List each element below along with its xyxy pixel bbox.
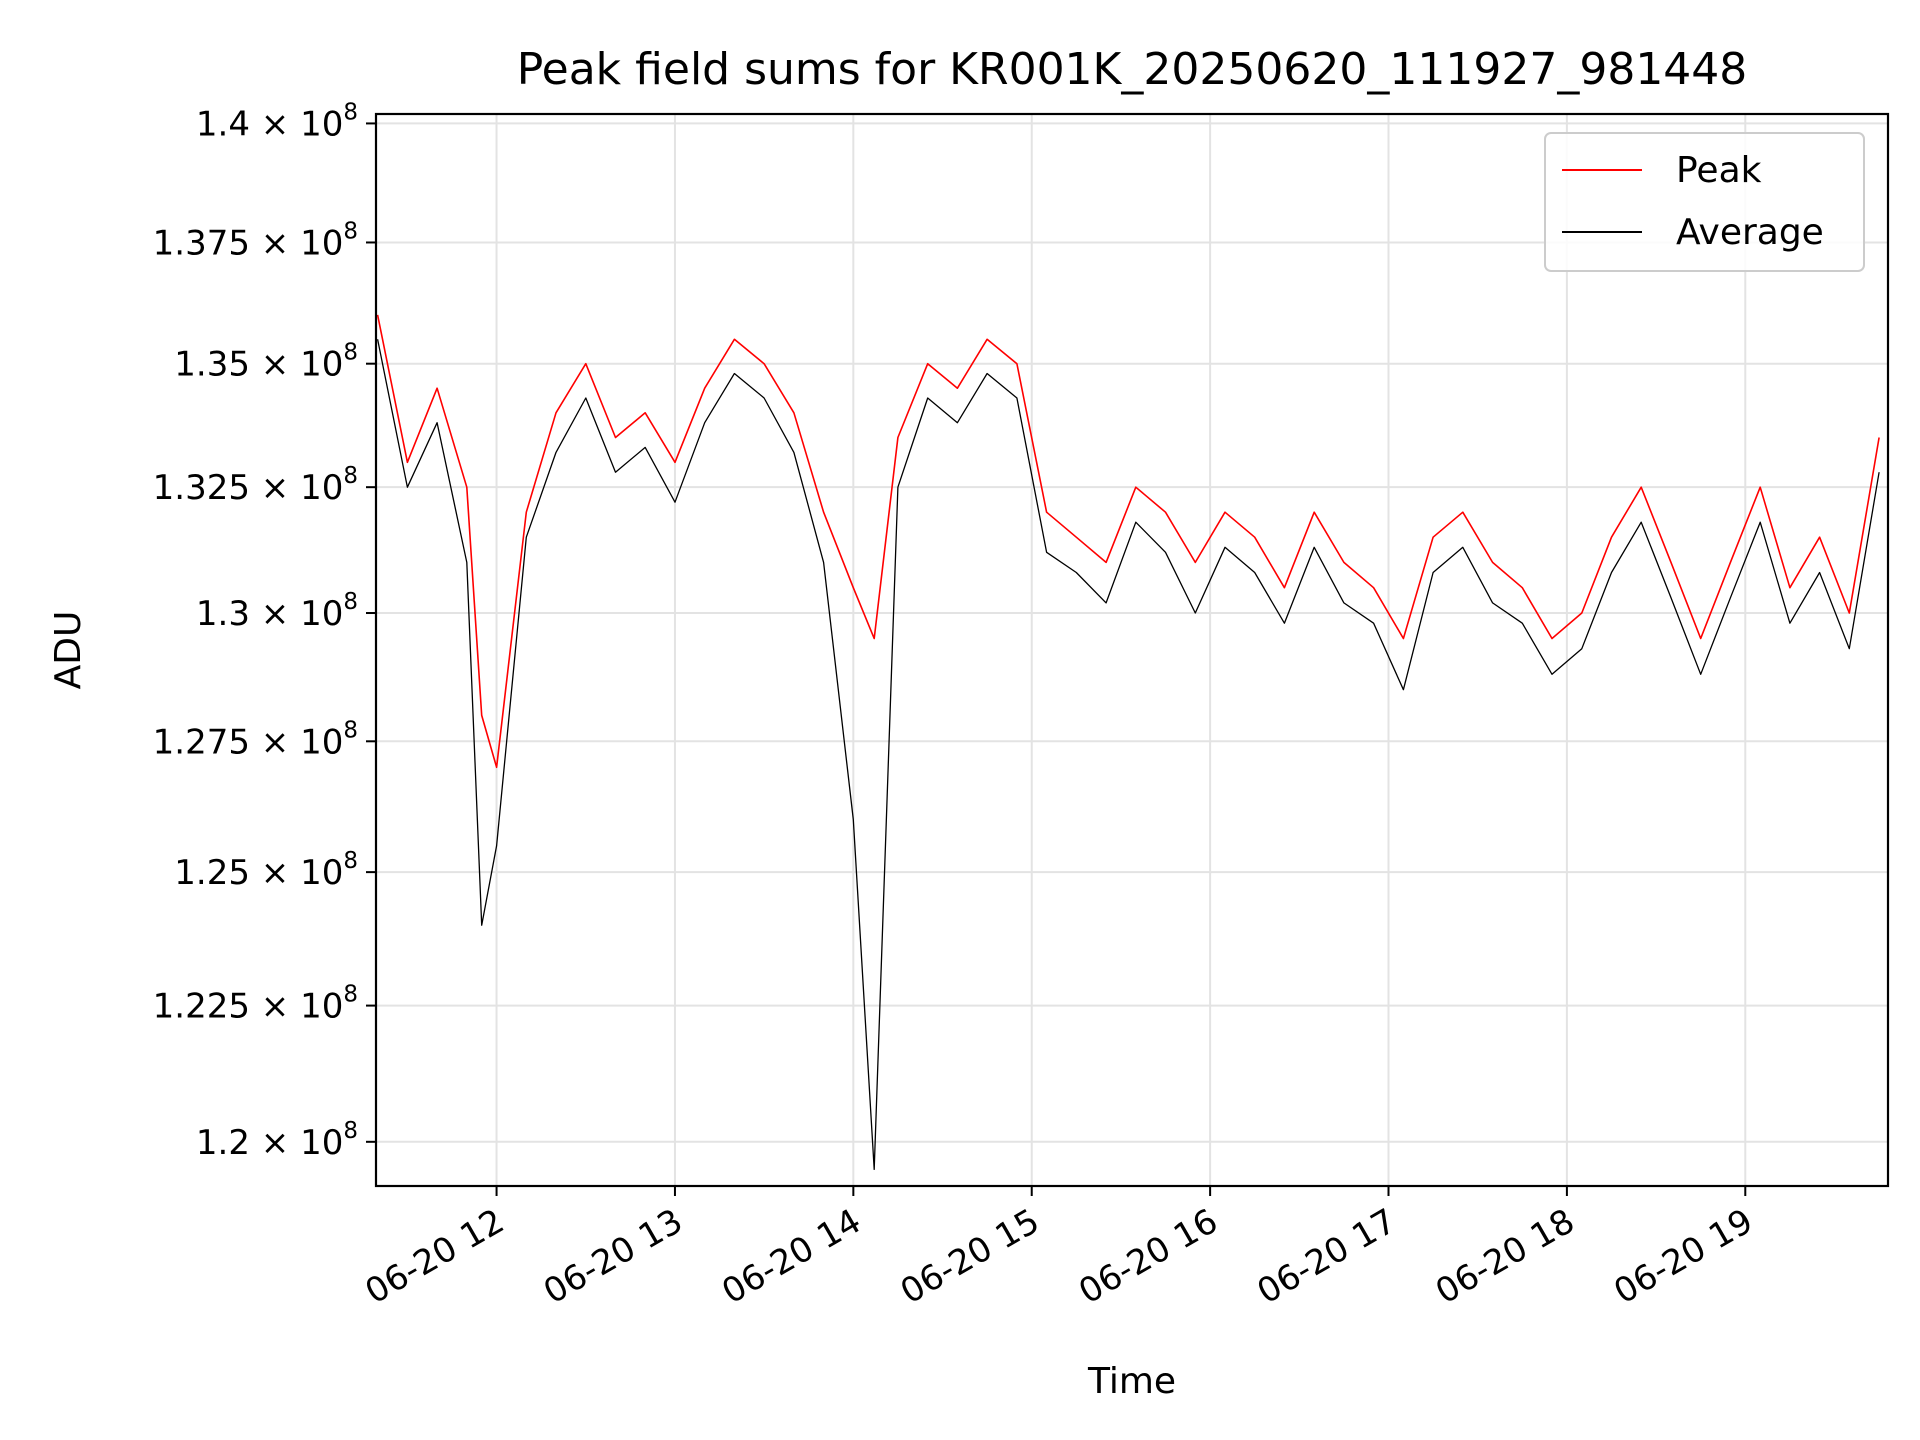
legend-peak-label: Peak <box>1676 150 1762 191</box>
y-tick-label: 1.375 × 108 <box>153 218 358 263</box>
y-tick-label: 1.4 × 108 <box>196 99 358 144</box>
plot-frame <box>374 112 1890 1188</box>
x-tick-label: 06-20 17 <box>1251 1201 1403 1312</box>
y-tick-label: 1.225 × 108 <box>153 982 358 1027</box>
series-line-average <box>376 339 1880 1171</box>
x-axis-label: Time <box>1087 1361 1176 1402</box>
x-axis: 06-20 12 06-20 13 06-20 14 06-20 15 06-20 16… <box>359 1186 1760 1312</box>
series-layer <box>376 314 1880 1171</box>
legend: Peak Average <box>1544 132 1865 272</box>
legend-box <box>1544 132 1865 272</box>
series-line-peak <box>376 314 1880 769</box>
y-tick-label: 1.325 × 108 <box>153 463 358 508</box>
y-tick-label: 1.2 × 108 <box>196 1118 358 1163</box>
y-tick-label: 1.35 × 108 <box>174 340 358 385</box>
y-tick-label: 1.25 × 108 <box>174 848 358 893</box>
x-tick-label: 06-20 15 <box>894 1201 1046 1312</box>
x-tick-label: 06-20 12 <box>359 1201 511 1312</box>
x-tick-label: 06-20 16 <box>1072 1201 1224 1312</box>
y-tick-label: 1.3 × 108 <box>196 589 358 634</box>
y-axis-label: ADU <box>48 611 89 690</box>
x-tick-label: 06-20 13 <box>537 1201 689 1312</box>
x-tick-label: 06-20 19 <box>1607 1201 1759 1312</box>
grid-lines <box>376 114 1888 1186</box>
x-tick-label: 06-20 18 <box>1429 1201 1581 1312</box>
legend-average-label: Average <box>1676 212 1824 253</box>
chart-title: Peak field sums for KR001K_20250620_1119… <box>517 44 1748 95</box>
y-tick-label: 1.275 × 108 <box>153 717 358 762</box>
x-tick-label: 06-20 14 <box>715 1201 867 1312</box>
y-axis: 1.2 × 108 1.225 × 108 1.25 × 108 1.275 × 10… <box>153 99 376 1163</box>
